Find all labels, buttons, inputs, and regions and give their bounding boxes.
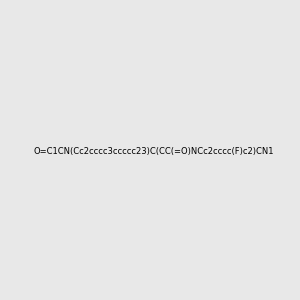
Text: O=C1CN(Cc2cccc3ccccc23)C(CC(=O)NCc2cccc(F)c2)CN1: O=C1CN(Cc2cccc3ccccc23)C(CC(=O)NCc2cccc(… [34,147,274,156]
